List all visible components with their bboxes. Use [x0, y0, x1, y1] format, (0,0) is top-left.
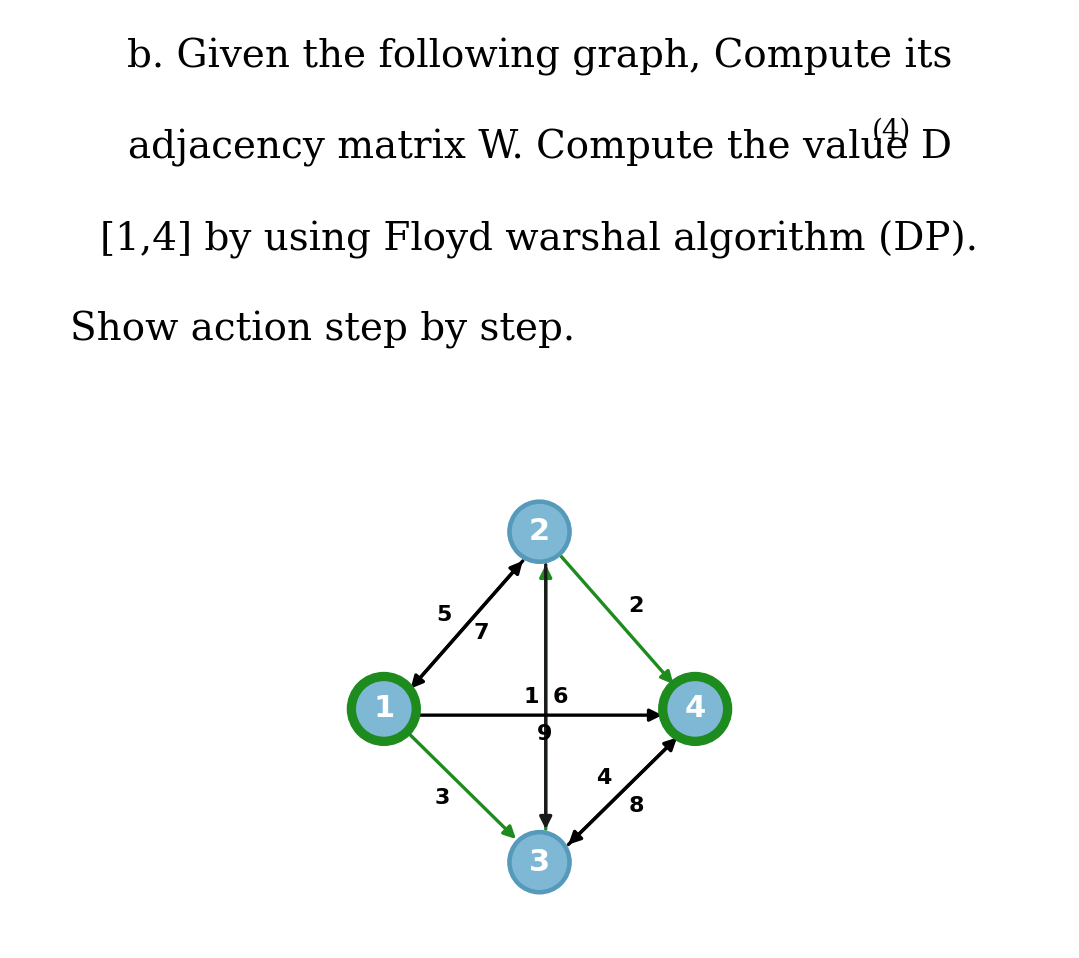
- Text: 5: 5: [436, 605, 451, 626]
- Circle shape: [508, 831, 571, 894]
- Text: 1: 1: [523, 687, 540, 707]
- Circle shape: [347, 673, 420, 745]
- Text: adjacency matrix W. Compute the value D: adjacency matrix W. Compute the value D: [127, 129, 952, 168]
- Text: 4: 4: [596, 767, 611, 787]
- Text: 6: 6: [552, 687, 568, 707]
- Text: [1,4] by using Floyd warshal algorithm (DP).: [1,4] by using Floyd warshal algorithm (…: [100, 220, 979, 259]
- Circle shape: [668, 681, 723, 737]
- Circle shape: [659, 673, 732, 745]
- Text: 1: 1: [373, 695, 395, 723]
- Text: 3: 3: [529, 848, 550, 877]
- Text: (4): (4): [872, 118, 911, 145]
- Text: 7: 7: [474, 624, 489, 644]
- Text: 4: 4: [684, 695, 706, 723]
- Text: b. Given the following graph, Compute its: b. Given the following graph, Compute it…: [127, 38, 952, 77]
- Circle shape: [511, 834, 568, 890]
- Circle shape: [508, 500, 571, 563]
- Circle shape: [511, 504, 568, 559]
- Text: Show action step by step.: Show action step by step.: [70, 311, 575, 350]
- Text: 8: 8: [628, 796, 644, 816]
- Text: 2: 2: [628, 596, 643, 616]
- Text: 2: 2: [529, 517, 550, 546]
- Circle shape: [356, 681, 411, 737]
- Text: 9: 9: [536, 724, 552, 744]
- Text: 3: 3: [435, 787, 450, 808]
